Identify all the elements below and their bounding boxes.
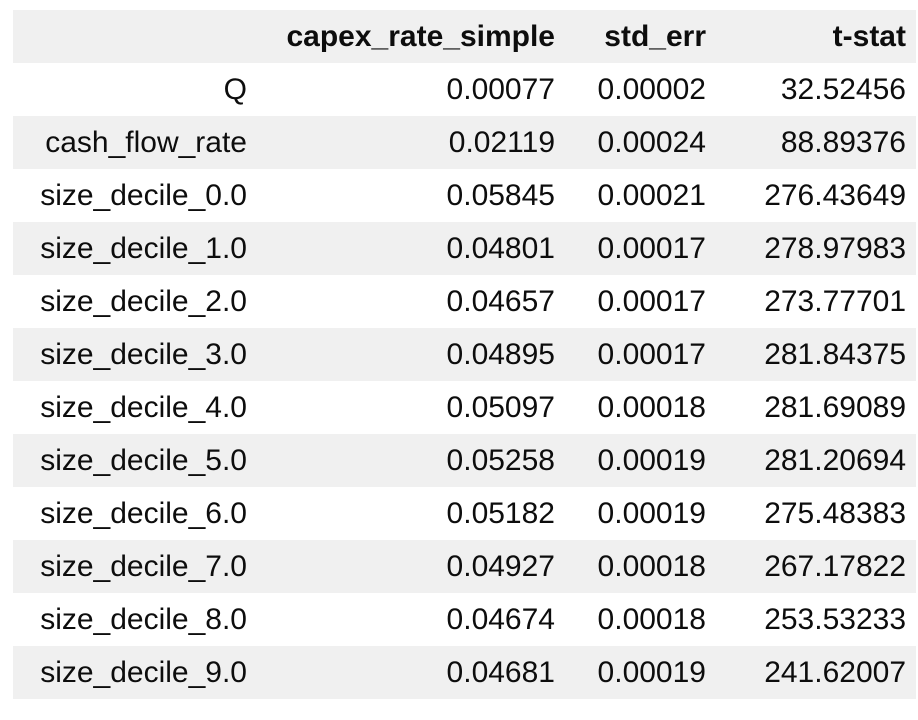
cell-value: 0.05258	[446, 443, 555, 477]
cell-value: 267.17822	[764, 549, 906, 583]
cell-value: 0.04927	[446, 549, 555, 583]
row-label: cash_flow_rate	[45, 125, 247, 159]
table-row: size_decile_6.0 0.05182 0.00019 275.4838…	[13, 487, 916, 540]
table-row: size_decile_2.0 0.04657 0.00017 273.7770…	[13, 275, 916, 328]
table-row: size_decile_5.0 0.05258 0.00019 281.2069…	[13, 434, 916, 487]
table-row: cash_flow_rate 0.02119 0.00024 88.89376	[13, 116, 916, 169]
table-row: Q 0.00077 0.00002 32.52456	[13, 63, 916, 116]
cell-value: 0.00017	[597, 337, 706, 371]
cell-value: 253.53233	[764, 602, 906, 636]
cell-value: 0.00019	[597, 496, 706, 530]
cell-value: 273.77701	[764, 284, 906, 318]
cell-value: 276.43649	[764, 178, 906, 212]
row-label: size_decile_9.0	[40, 655, 247, 689]
cell-value: 0.00019	[597, 443, 706, 477]
index-column-header	[13, 10, 257, 63]
cell-value: 0.00018	[597, 549, 706, 583]
row-label: size_decile_3.0	[40, 337, 247, 371]
cell-value: 0.00018	[597, 390, 706, 424]
cell-value: 281.20694	[764, 443, 906, 477]
cell-value: 0.00018	[597, 602, 706, 636]
row-label: size_decile_2.0	[40, 284, 247, 318]
column-header-std-err: std_err	[565, 10, 716, 63]
table-row: size_decile_8.0 0.04674 0.00018 253.5323…	[13, 593, 916, 646]
table-row: size_decile_0.0 0.05845 0.00021 276.4364…	[13, 169, 916, 222]
regression-results-table: capex_rate_simple std_err t-stat Q 0.000…	[13, 10, 916, 699]
table-row: size_decile_7.0 0.04927 0.00018 267.1782…	[13, 540, 916, 593]
cell-value: 0.00002	[597, 72, 706, 106]
column-header-t-stat: t-stat	[716, 10, 916, 63]
cell-value: 0.00024	[597, 125, 706, 159]
table-row: size_decile_3.0 0.04895 0.00017 281.8437…	[13, 328, 916, 381]
cell-value: 0.04657	[446, 284, 555, 318]
cell-value: 0.04895	[446, 337, 555, 371]
row-label: size_decile_0.0	[40, 178, 247, 212]
table-row: size_decile_4.0 0.05097 0.00018 281.6908…	[13, 381, 916, 434]
cell-value: 88.89376	[780, 125, 906, 159]
cell-value: 0.00017	[597, 231, 706, 265]
cell-value: 0.05097	[446, 390, 555, 424]
cell-value: 32.52456	[780, 72, 906, 106]
cell-value: 0.04681	[446, 655, 555, 689]
cell-value: 0.00019	[597, 655, 706, 689]
cell-value: 281.84375	[764, 337, 906, 371]
cell-value: 241.62007	[764, 655, 906, 689]
row-label: size_decile_5.0	[40, 443, 247, 477]
table-row: size_decile_9.0 0.04681 0.00019 241.6200…	[13, 646, 916, 699]
cell-value: 275.48383	[764, 496, 906, 530]
row-label: size_decile_6.0	[40, 496, 247, 530]
cell-value: 0.00021	[597, 178, 706, 212]
row-label: size_decile_4.0	[40, 390, 247, 424]
cell-value: 0.05182	[446, 496, 555, 530]
cell-value: 278.97983	[764, 231, 906, 265]
cell-value: 0.04674	[446, 602, 555, 636]
table-row: size_decile_1.0 0.04801 0.00017 278.9798…	[13, 222, 916, 275]
cell-value: 0.02119	[448, 125, 555, 159]
row-label: size_decile_1.0	[40, 231, 247, 265]
cell-value: 0.00017	[597, 284, 706, 318]
cell-value: 0.04801	[446, 231, 555, 265]
header-row: capex_rate_simple std_err t-stat	[13, 10, 916, 63]
row-label: size_decile_8.0	[40, 602, 247, 636]
row-label: size_decile_7.0	[40, 549, 247, 583]
cell-value: 281.69089	[764, 390, 906, 424]
cell-value: 0.05845	[446, 178, 555, 212]
cell-value: 0.00077	[446, 72, 555, 106]
column-header-capex-rate-simple: capex_rate_simple	[257, 10, 565, 63]
row-label: Q	[223, 72, 247, 106]
